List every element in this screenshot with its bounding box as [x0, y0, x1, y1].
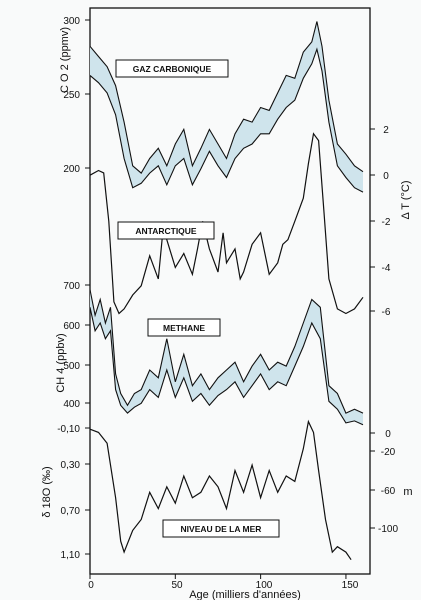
co2-tick-label: 300	[63, 16, 80, 27]
co2-upper-line	[89, 21, 364, 174]
sea-level-tick-label: 0	[385, 429, 391, 440]
ch4-tick-label: 400	[63, 399, 80, 410]
temp-axis-label: Δ T (°C)	[400, 180, 412, 219]
methane-series-group	[89, 289, 364, 426]
antarctique-panel-label: ANTARCTIQUE	[135, 226, 197, 236]
x-tick-label: 0	[88, 580, 94, 591]
temp-tick-label: -4	[382, 263, 391, 274]
methane-label-box	[147, 318, 221, 337]
ch4-tick-label: 700	[63, 281, 80, 292]
x-axis-label: Age (milliers d'années)	[189, 589, 301, 600]
sea-level-series-group	[89, 419, 352, 561]
temperature-series-group	[89, 132, 364, 315]
methane-upper-line	[89, 289, 364, 414]
co2-panel-label: GAZ CARBONIQUE	[133, 64, 212, 74]
d18o-tick-label: 0,70	[61, 506, 81, 517]
ch4-axis-label: CH 4 (ppbv)	[55, 333, 67, 392]
sea-level-tick-label: -100	[378, 524, 398, 535]
d18o-tick-label: -0,10	[57, 424, 80, 435]
sea-level-tick-label: -20	[381, 447, 396, 458]
x-tick-label: 50	[171, 580, 183, 591]
methane-band	[90, 289, 363, 425]
d18o-tick-label: 1,10	[61, 550, 81, 561]
antarctique-label-box	[117, 221, 215, 240]
sea-level-label-box	[162, 519, 280, 538]
d18o-tick-label: 0,30	[61, 460, 81, 471]
x-tick-label: 150	[342, 580, 359, 591]
temp-tick-label: 0	[383, 171, 389, 182]
co2-label-box	[115, 59, 229, 78]
temp-tick-label: -2	[382, 217, 391, 228]
co2-axis-label: C O 2 (ppmv)	[59, 27, 71, 93]
sea-level-tick-label: -60	[381, 486, 396, 497]
temperature-line	[89, 132, 364, 315]
x-tick-label: 100	[256, 580, 273, 591]
tick-marks-group	[85, 19, 375, 579]
ch4-tick-label: 600	[63, 321, 80, 332]
methane-panel-label: METHANE	[163, 323, 205, 333]
ch4-tick-label: 500	[63, 361, 80, 372]
d18o-axis-label: δ 18O (‰)	[41, 466, 53, 517]
temp-tick-label: 2	[383, 125, 389, 136]
temp-tick-label: -6	[382, 307, 391, 318]
co2-tick-label: 200	[63, 164, 80, 175]
sea-level-line	[89, 419, 352, 561]
co2-tick-label: 250	[63, 90, 80, 101]
co2-lower-line	[89, 47, 364, 193]
co2-series-group	[89, 21, 364, 193]
sea-level-axis-label: m	[403, 486, 412, 498]
sea-level-panel-label: NIVEAU DE LA MER	[181, 524, 262, 534]
methane-lower-line	[89, 307, 364, 426]
